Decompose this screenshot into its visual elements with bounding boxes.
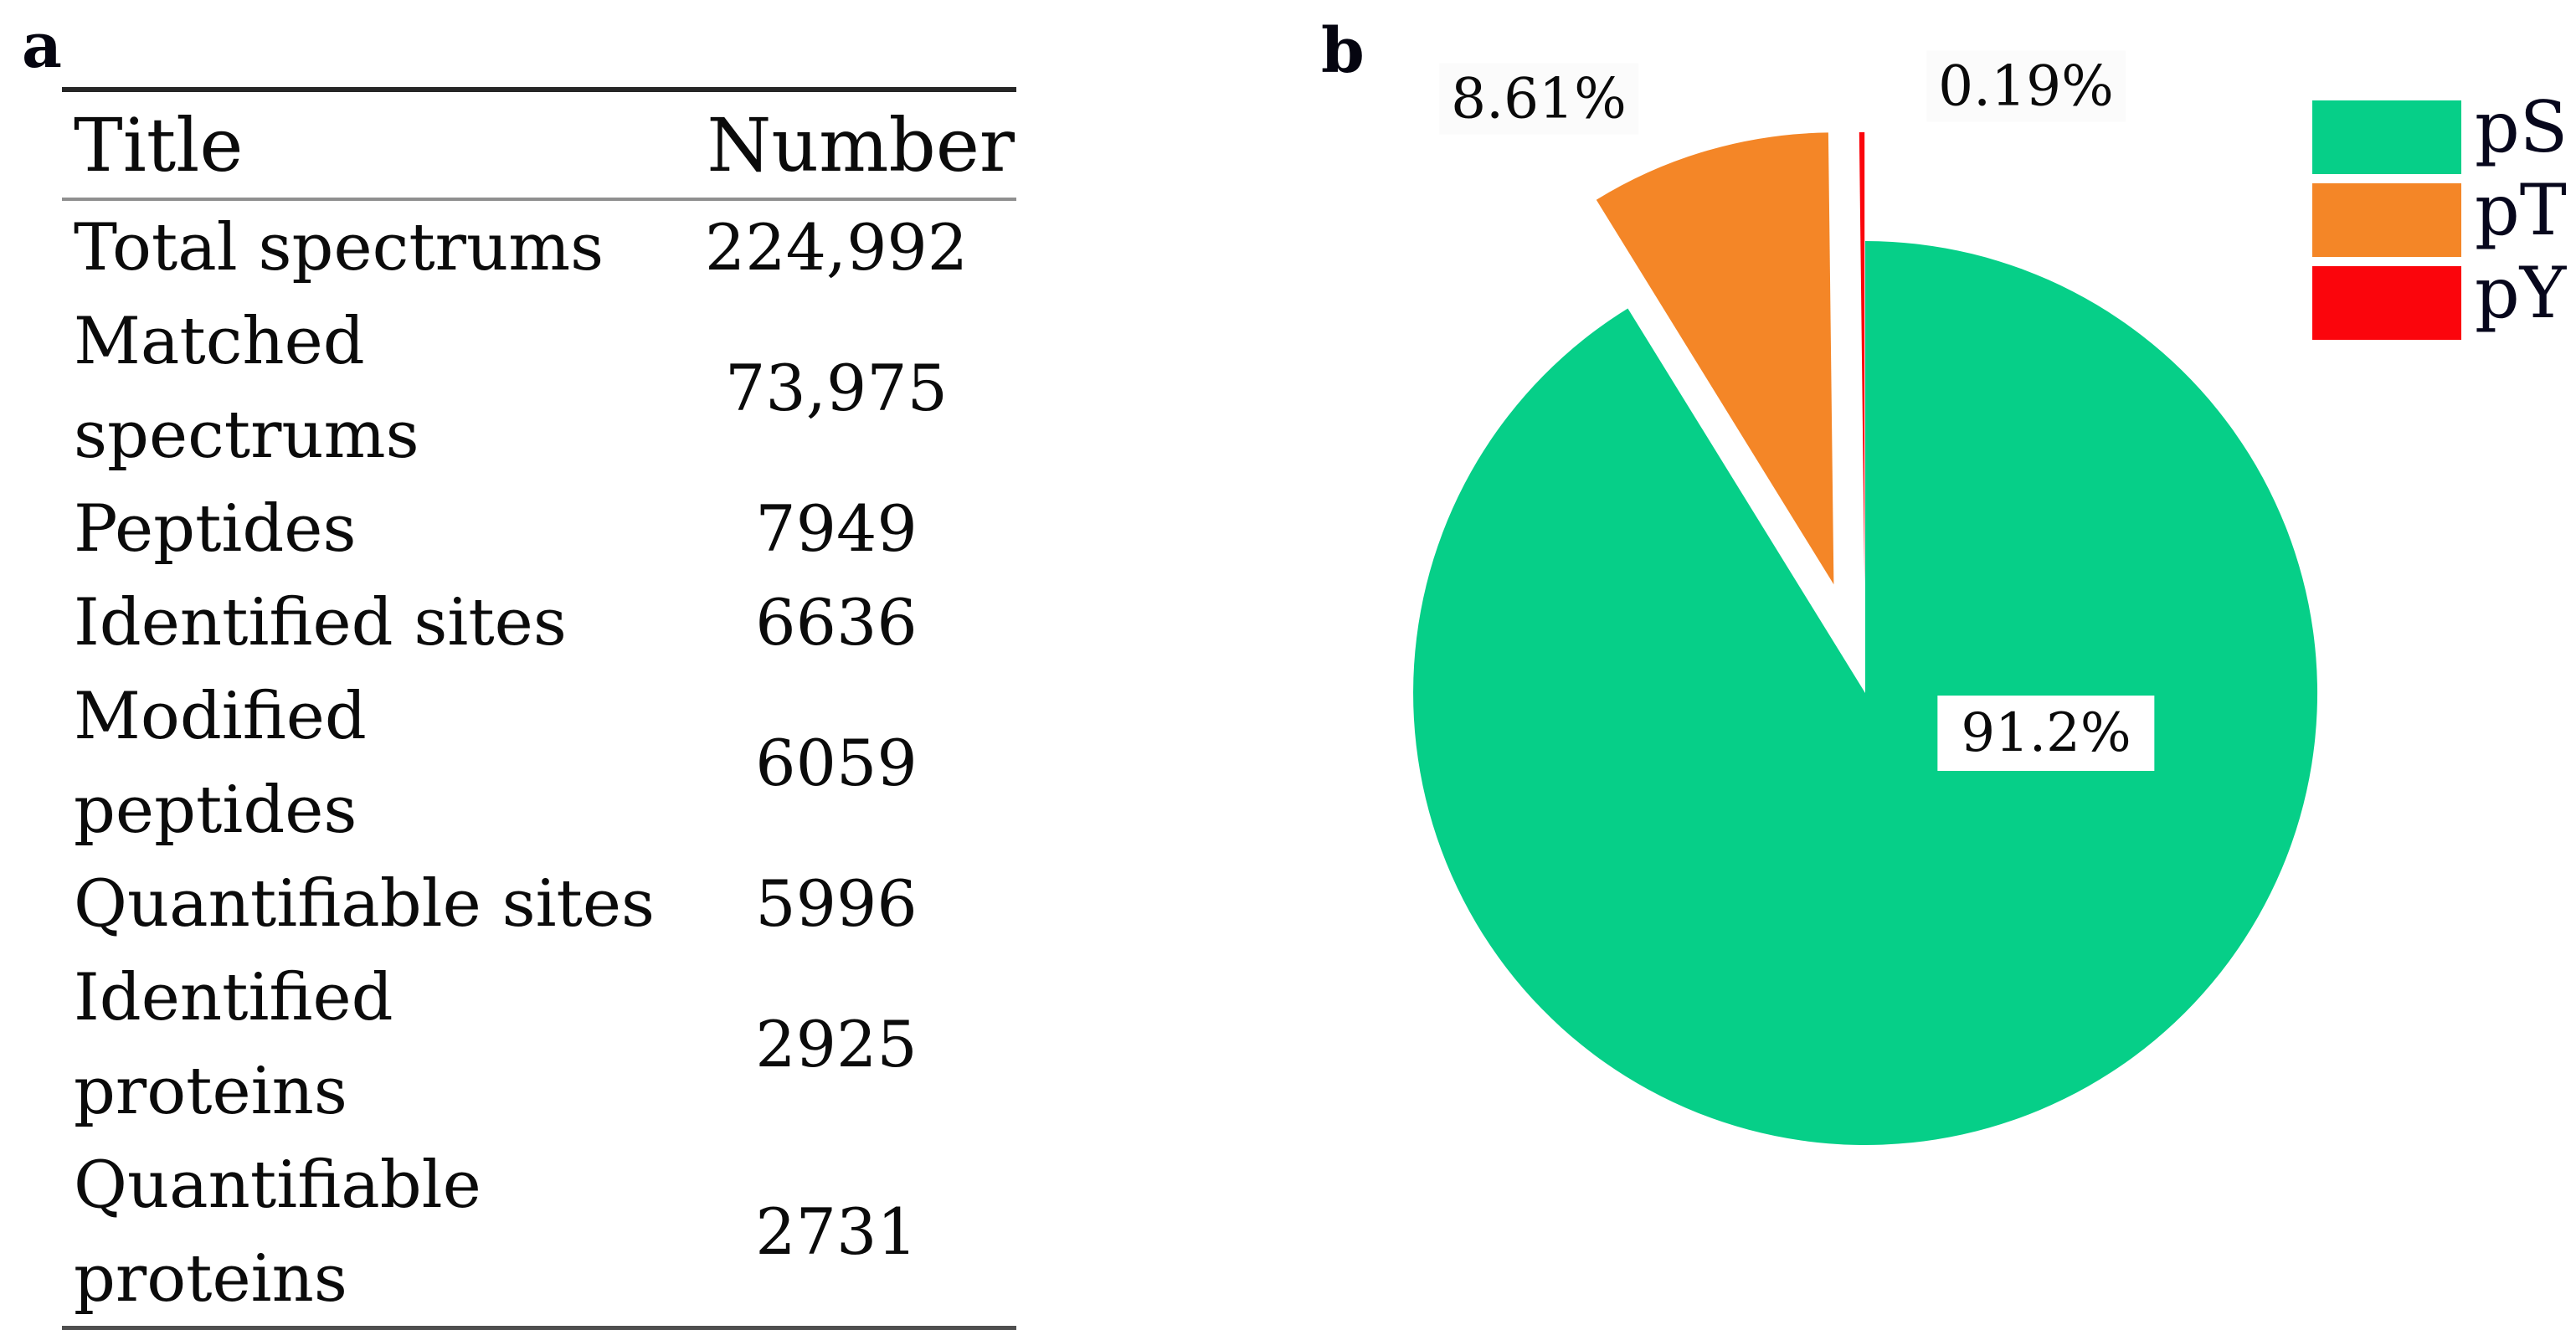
panel-b-label: b bbox=[1321, 15, 1365, 87]
pie-slice-pS bbox=[1413, 240, 2318, 1145]
legend-label-pt: pT bbox=[2475, 169, 2567, 251]
pie-label-ps: 91.2% bbox=[1937, 696, 2155, 771]
table-row: Total spectrums 224,992 bbox=[62, 201, 1016, 295]
row-title: Quantifiable sites bbox=[74, 866, 656, 942]
row-number: 6636 bbox=[755, 585, 918, 660]
row-title: Total spectrums bbox=[74, 210, 604, 285]
table-row: Identified sites 6636 bbox=[62, 576, 1016, 670]
table-row: Identified proteins 2925 bbox=[62, 951, 1016, 1138]
column-header-title: Title bbox=[74, 101, 244, 188]
row-number: 224,992 bbox=[704, 210, 969, 285]
row-title: Quantifiable proteins bbox=[74, 1148, 481, 1317]
row-number: 2731 bbox=[755, 1194, 918, 1269]
legend-item-ps: pS bbox=[2312, 92, 2568, 174]
row-title: Matched spectrums bbox=[74, 304, 419, 473]
table-row: Peptides 7949 bbox=[62, 482, 1016, 576]
row-title: Peptides bbox=[74, 491, 357, 567]
table-row: Quantifiable proteins 2731 bbox=[62, 1138, 1016, 1326]
table-row: Quantifiable sites 5996 bbox=[62, 857, 1016, 951]
column-header-number: Number bbox=[707, 101, 1015, 188]
pie-chart bbox=[1413, 131, 2318, 1145]
table-header-row: Title Number bbox=[62, 92, 1016, 198]
pie-slice-pT bbox=[1596, 132, 1834, 585]
legend-item-py: pY bbox=[2312, 258, 2568, 340]
legend-swatch-py bbox=[2312, 266, 2461, 340]
table-bottom-rule bbox=[62, 1326, 1016, 1330]
table-row: Modified peptides 6059 bbox=[62, 670, 1016, 857]
panel-a-label: a bbox=[22, 10, 62, 82]
row-title: Identified proteins bbox=[74, 960, 393, 1129]
legend-label-ps: pS bbox=[2475, 86, 2568, 168]
legend-item-pt: pT bbox=[2312, 175, 2568, 257]
table-top-rule bbox=[62, 87, 1016, 92]
table-row: Matched spectrums 73,975 bbox=[62, 295, 1016, 482]
row-number: 7949 bbox=[755, 491, 918, 566]
row-title: Identified sites bbox=[74, 585, 567, 660]
row-title: Modified peptides bbox=[74, 679, 367, 848]
row-number: 73,975 bbox=[725, 351, 948, 425]
pie-legend: pS pT pY bbox=[2312, 92, 2568, 349]
row-number: 2925 bbox=[755, 1007, 918, 1081]
legend-label-py: pY bbox=[2475, 252, 2567, 334]
pie-slice-pY bbox=[1859, 131, 1865, 585]
pie-label-py: 0.19% bbox=[1926, 50, 2126, 122]
row-number: 5996 bbox=[755, 866, 918, 941]
legend-swatch-ps bbox=[2312, 100, 2461, 174]
pie-label-pt: 8.61% bbox=[1439, 63, 1638, 135]
legend-swatch-pt bbox=[2312, 183, 2461, 257]
table-header-rule bbox=[62, 198, 1016, 201]
row-number: 6059 bbox=[755, 726, 918, 800]
